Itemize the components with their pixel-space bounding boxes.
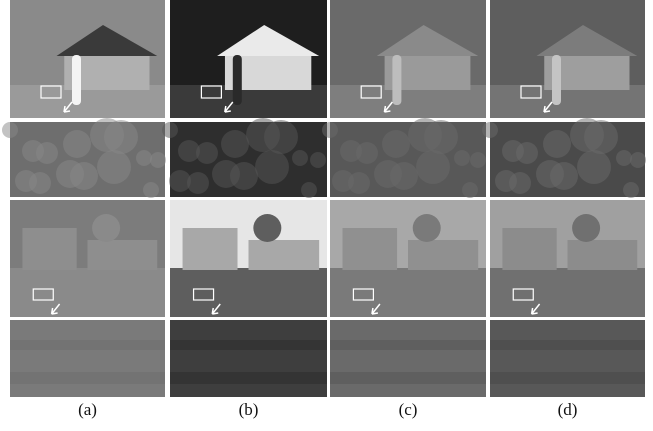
panels: (a) (b) (c) (d)	[2, 0, 646, 419]
texture-blob	[536, 160, 564, 188]
texture-blob	[15, 170, 37, 192]
texture-blob	[310, 152, 326, 168]
zoom-patch	[330, 320, 486, 397]
building	[183, 228, 238, 270]
texture-blob	[90, 118, 124, 152]
texture-blob	[623, 182, 639, 198]
texture-blob	[246, 118, 280, 152]
figure: (a) (b) (c) (d)	[0, 0, 653, 431]
building	[408, 240, 478, 270]
texture-blob	[495, 170, 517, 192]
texture-blob	[150, 152, 166, 168]
texture-blob	[2, 122, 18, 138]
building	[502, 228, 556, 270]
texture-blob	[97, 150, 131, 184]
tree	[572, 214, 600, 242]
texture-blob	[382, 130, 410, 158]
texture-blob	[462, 182, 478, 198]
texture-blob	[56, 160, 84, 188]
texture-blob	[482, 122, 498, 138]
texture-blob	[212, 160, 240, 188]
texture-blob	[416, 150, 450, 184]
texture-blob	[454, 150, 470, 166]
texture-band	[330, 340, 486, 350]
texture-blob	[63, 130, 91, 158]
building	[568, 240, 638, 270]
texture-blob	[136, 150, 152, 166]
building	[249, 240, 320, 270]
texture-blob	[470, 152, 486, 168]
tree	[413, 214, 441, 242]
texture-blob	[577, 150, 611, 184]
person	[72, 55, 81, 105]
building	[22, 228, 76, 270]
texture-blob	[169, 170, 191, 192]
texture-blob	[301, 182, 317, 198]
texture-blob	[22, 140, 44, 162]
texture-blob	[292, 150, 308, 166]
texture-blob	[570, 118, 604, 152]
texture-blob	[502, 140, 524, 162]
texture-band	[10, 372, 165, 384]
zoom-patch	[490, 320, 645, 397]
texture-blob	[143, 182, 159, 198]
texture-band	[490, 340, 645, 350]
panel-label: (a)	[78, 400, 97, 419]
zoom-patch	[170, 320, 327, 397]
texture-blob	[340, 140, 362, 162]
texture-blob	[255, 150, 289, 184]
building	[342, 228, 397, 270]
texture-blob	[221, 130, 249, 158]
texture-blob	[332, 170, 354, 192]
texture-blob	[616, 150, 632, 166]
person	[392, 55, 401, 105]
texture-blob	[162, 122, 178, 138]
person	[233, 55, 242, 105]
panel-label: (d)	[558, 400, 578, 419]
tree	[253, 214, 281, 242]
texture-blob	[630, 152, 646, 168]
panel-label: (b)	[239, 400, 259, 419]
texture-blob	[322, 122, 338, 138]
texture-blob	[543, 130, 571, 158]
person	[552, 55, 561, 105]
texture-band	[490, 372, 645, 384]
texture-band	[10, 340, 165, 350]
zoom-patch	[10, 320, 165, 397]
texture-blob	[374, 160, 402, 188]
tree	[92, 214, 120, 242]
building	[88, 240, 158, 270]
texture-blob	[178, 140, 200, 162]
texture-band	[170, 340, 327, 350]
panel-label: (c)	[399, 400, 418, 419]
texture-band	[170, 372, 327, 384]
texture-band	[330, 372, 486, 384]
texture-blob	[408, 118, 442, 152]
